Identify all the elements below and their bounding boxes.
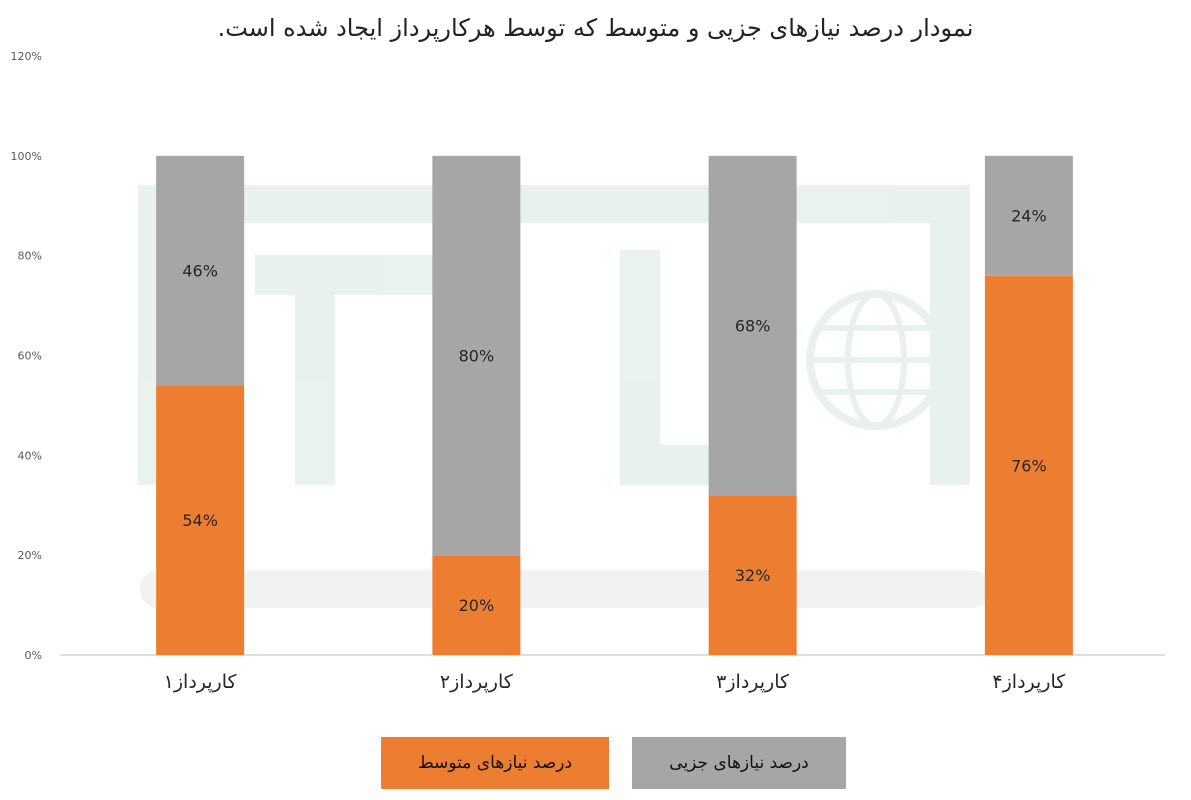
y-tick-label: 20% xyxy=(18,549,42,562)
legend-item-minor: درصد نیازهای جزیی xyxy=(632,737,846,789)
y-tick-label: 40% xyxy=(18,449,42,462)
data-label: 20% xyxy=(459,596,495,615)
y-tick-label: 100% xyxy=(11,150,42,163)
data-label: 32% xyxy=(735,566,771,585)
bar-segment xyxy=(984,275,1073,655)
x-tick-label: کارپرداز۱ xyxy=(164,671,238,693)
data-label: 24% xyxy=(1011,207,1047,226)
data-label: 68% xyxy=(735,317,771,336)
y-tick-label: 80% xyxy=(18,250,42,263)
watermark-logo xyxy=(138,185,990,608)
y-tick-label: 60% xyxy=(18,350,42,363)
y-tick-label: 120% xyxy=(11,50,42,63)
x-tick-label: کارپرداز۴ xyxy=(992,671,1066,693)
bar-segment xyxy=(708,155,797,496)
bar-segment xyxy=(432,155,521,556)
data-label: 76% xyxy=(1011,456,1047,475)
data-label: 54% xyxy=(182,511,218,530)
bar-segment xyxy=(708,495,797,655)
bar-segment xyxy=(432,555,521,655)
bar-segment xyxy=(984,155,1073,276)
legend-label-minor: درصد نیازهای جزیی xyxy=(669,753,809,773)
x-tick-label: کارپرداز۲ xyxy=(440,671,514,693)
bar-segment xyxy=(156,385,245,655)
bar-segment xyxy=(156,155,245,386)
chart-title: نمودار درصد نیازهای جزیی و متوسط که توسط… xyxy=(217,14,974,42)
x-tick-label: کارپرداز۳ xyxy=(716,671,790,693)
data-label: 46% xyxy=(182,262,218,281)
legend-item-medium: درصد نیازهای متوسط xyxy=(381,737,609,789)
y-tick-label: 0% xyxy=(25,649,42,662)
data-label: 80% xyxy=(459,347,495,366)
legend-label-medium: درصد نیازهای متوسط xyxy=(417,753,573,773)
